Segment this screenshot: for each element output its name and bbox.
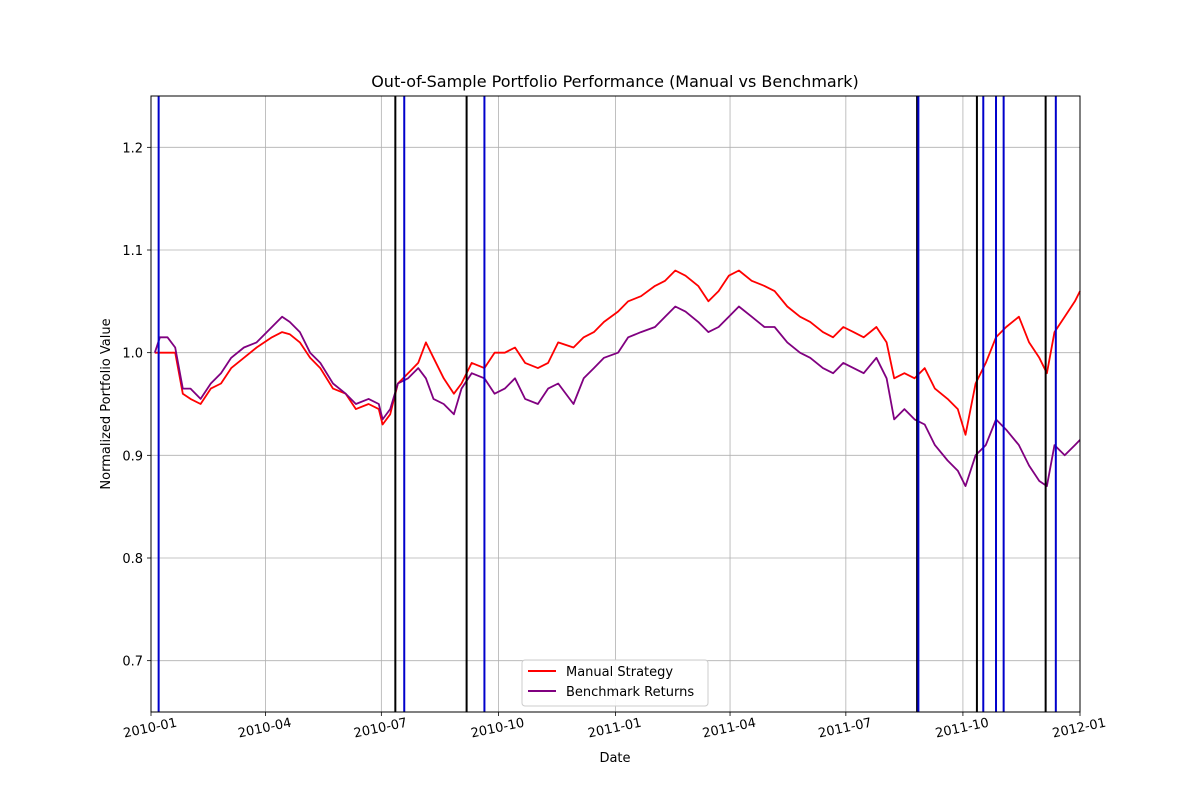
y-tick-label: 0.8 — [122, 552, 143, 567]
vertical-markers — [157, 96, 1057, 712]
y-tick-label: 1.0 — [122, 347, 143, 362]
y-axis-ticks: 0.7 0.8 0.9 1.0 1.1 1.2 — [122, 141, 151, 670]
x-axis-label: Date — [599, 751, 630, 766]
y-tick-label: 0.9 — [122, 449, 143, 464]
series-line-benchmark-returns — [153, 305, 1081, 487]
y-tick-label: 0.7 — [122, 655, 143, 670]
legend: Manual Strategy Benchmark Returns — [521, 659, 709, 707]
legend-label-manual-strategy: Manual Strategy — [566, 665, 673, 680]
y-tick-label: 1.2 — [122, 141, 143, 156]
legend-label-benchmark-returns: Benchmark Returns — [566, 685, 694, 700]
series-line-manual-strategy — [154, 269, 1081, 436]
chart-title: Out-of-Sample Portfolio Performance (Man… — [371, 72, 859, 91]
y-tick-label: 1.1 — [122, 244, 143, 259]
series-layer — [153, 269, 1081, 487]
legend-box — [521, 659, 709, 707]
y-axis-label: Normalized Portfolio Value — [99, 318, 114, 489]
